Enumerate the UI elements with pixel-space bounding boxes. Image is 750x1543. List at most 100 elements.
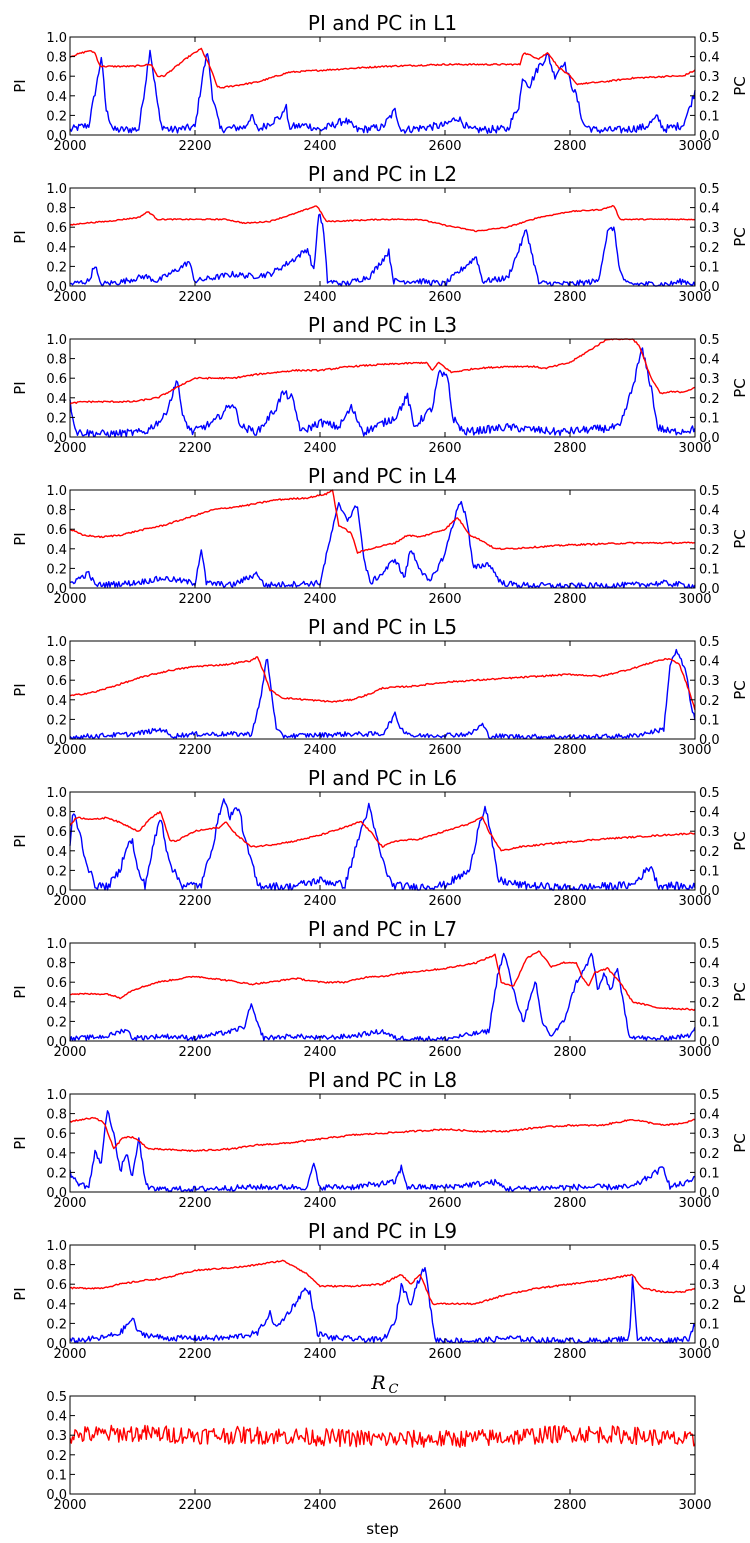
y-right-tick-label: 0.3 xyxy=(699,221,720,236)
y-left-tick-label: 1.0 xyxy=(46,937,67,952)
y-left-tick-label: 0.6 xyxy=(46,674,67,689)
y-right-tick-label: 0.5 xyxy=(699,786,720,801)
plot-frame xyxy=(69,791,696,891)
y-right-tick-label: 0.5 xyxy=(699,31,720,46)
x-tick-label: 2200 xyxy=(178,290,211,305)
y-left-tick-label: 0.4 xyxy=(46,241,67,256)
y-right-tick-label: 0.2 xyxy=(699,996,720,1011)
y-left-tick-label: 0.4 xyxy=(46,1147,67,1162)
x-tick-label: 3000 xyxy=(678,441,711,456)
y-left-tick-label: 0.0 xyxy=(46,884,67,899)
x-tick-label: 2800 xyxy=(553,1347,586,1362)
pc-line xyxy=(69,1259,696,1306)
pc-line xyxy=(69,810,696,852)
x-tick-label: 2800 xyxy=(553,592,586,607)
y-right-tick-label: 0.0 xyxy=(699,129,720,144)
chart-title: R xyxy=(370,1372,385,1394)
y-left-tick-label: 0.4 xyxy=(46,1298,67,1313)
x-tick-label: 2800 xyxy=(553,743,586,758)
y-right-tick-label: 0.0 xyxy=(699,1337,720,1352)
y-right-tick-label: 0.2 xyxy=(699,241,720,256)
y-left-tick-label: 0.8 xyxy=(46,202,67,217)
chart-title: PI and PC in L4 xyxy=(308,464,457,488)
y-right-tick-label: 0.3 xyxy=(699,1127,720,1142)
x-tick-label: 2000 xyxy=(53,1196,86,1211)
y-right-tick-label: 0.4 xyxy=(699,51,720,66)
y-right-tick-label: 0.5 xyxy=(699,1239,720,1254)
y-left-tick-label: 0.2 xyxy=(46,1166,67,1181)
y-right-tick-label: 0.5 xyxy=(699,635,720,650)
chart-title: PI and PC in L3 xyxy=(308,313,457,337)
y-left-tick-label: 1.0 xyxy=(46,635,67,650)
y-left-tick-label: 0.0 xyxy=(46,733,67,748)
x-tick-label: 2800 xyxy=(553,1196,586,1211)
y-right-tick-label: 0.3 xyxy=(699,523,720,538)
plot-frame xyxy=(69,36,696,136)
x-tick-label: 3000 xyxy=(678,592,711,607)
chart-title-subscript: C xyxy=(389,1382,399,1397)
x-tick-label: 2800 xyxy=(553,1045,586,1060)
plot-frame xyxy=(69,489,696,589)
x-tick-label: 2200 xyxy=(178,743,211,758)
y-right-tick-label: 0.1 xyxy=(699,109,720,124)
x-tick-label: 2200 xyxy=(178,1196,211,1211)
pi-line xyxy=(69,648,696,740)
y-left-tick-label: 0.8 xyxy=(46,806,67,821)
x-tick-label: 2400 xyxy=(303,592,336,607)
y-left-tick-label: 1.0 xyxy=(46,333,67,348)
x-tick-label: 2200 xyxy=(178,1347,211,1362)
x-tick-label: 2200 xyxy=(178,894,211,909)
y-right-tick-label: 0.5 xyxy=(699,937,720,952)
y-axis-label-right: PC xyxy=(731,680,749,700)
y-left-tick-label: 0.2 xyxy=(46,109,67,124)
y-left-tick-label: 0.4 xyxy=(46,90,67,105)
plot-frame xyxy=(69,187,696,287)
pc-line xyxy=(69,338,696,405)
y-left-tick-label: 0.5 xyxy=(46,1390,67,1405)
y-right-tick-label: 0.3 xyxy=(699,674,720,689)
y-left-tick-label: 0.2 xyxy=(46,260,67,275)
x-tick-label: 3000 xyxy=(678,1045,711,1060)
y-left-tick-label: 0.0 xyxy=(46,280,67,295)
y-right-tick-label: 0.4 xyxy=(699,504,720,519)
y-right-tick-label: 0.1 xyxy=(699,1317,720,1332)
y-left-tick-label: 0.8 xyxy=(46,1108,67,1123)
rc-line xyxy=(69,1424,696,1448)
y-left-tick-label: 0.4 xyxy=(46,845,67,860)
y-left-tick-label: 0.8 xyxy=(46,51,67,66)
chart-panel-10: R C 2000 2200 2400 2600 2800 3000 0.0 0.1 0.2 0.3 0.… xyxy=(46,1372,711,1538)
y-left-tick-label: 0.6 xyxy=(46,70,67,85)
y-axis-label-left: PI xyxy=(11,1136,29,1149)
chart-title: PI and PC in L1 xyxy=(308,11,457,35)
y-axis-label-left: PI xyxy=(11,79,29,92)
chart-title: PI and PC in L6 xyxy=(308,766,457,790)
y-right-tick-label: 0.4 xyxy=(699,1108,720,1123)
y-axis-label-right: PC xyxy=(731,378,749,398)
y-left-tick-label: 1.0 xyxy=(46,31,67,46)
y-right-tick-label: 0.1 xyxy=(699,260,720,275)
y-left-tick-label: 0.2 xyxy=(46,1449,67,1464)
y-axis-label-right: PC xyxy=(731,1133,749,1153)
x-tick-label: 2000 xyxy=(53,743,86,758)
pi-line xyxy=(69,952,696,1042)
x-tick-label: 2000 xyxy=(53,139,86,154)
y-axis-label-left: PI xyxy=(11,834,29,847)
x-tick-label: 2600 xyxy=(428,1347,461,1362)
y-right-tick-label: 0.0 xyxy=(699,1186,720,1201)
x-tick-label: 3000 xyxy=(678,894,711,909)
y-left-tick-label: 0.4 xyxy=(46,1410,67,1425)
y-left-tick-label: 1.0 xyxy=(46,1088,67,1103)
pc-line xyxy=(69,1116,696,1152)
y-left-tick-label: 0.0 xyxy=(46,431,67,446)
y-right-tick-label: 0.2 xyxy=(699,845,720,860)
y-left-tick-label: 0.6 xyxy=(46,976,67,991)
x-tick-label: 2800 xyxy=(553,894,586,909)
y-right-tick-label: 0.1 xyxy=(699,411,720,426)
y-right-tick-label: 0.4 xyxy=(699,1259,720,1274)
y-right-tick-label: 0.3 xyxy=(699,825,720,840)
x-tick-label: 2400 xyxy=(303,1196,336,1211)
y-right-tick-label: 0.4 xyxy=(699,957,720,972)
y-axis-label-left: PI xyxy=(11,381,29,394)
